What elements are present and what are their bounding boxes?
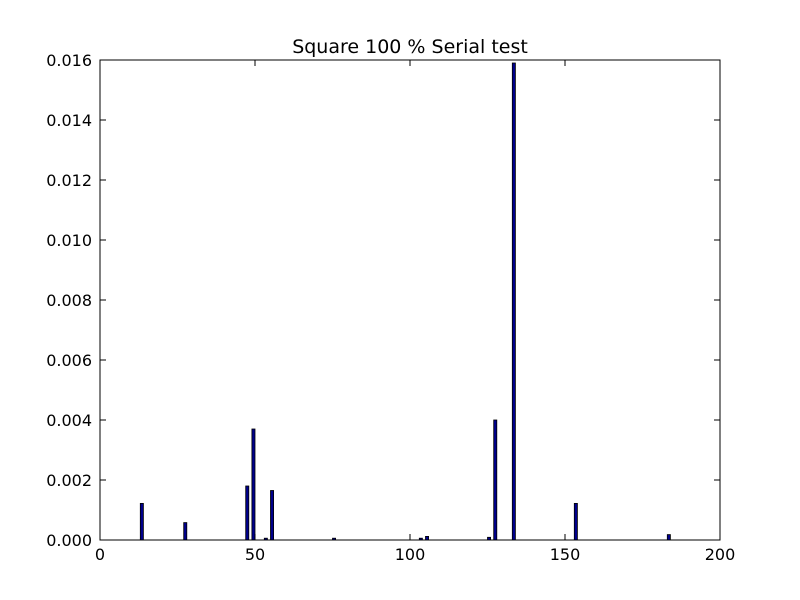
x-tick-label: 100	[395, 545, 426, 564]
y-tick-label: 0.016	[46, 51, 92, 70]
bar	[511, 62, 516, 541]
bar	[573, 502, 578, 541]
y-tick-label: 0.014	[46, 111, 92, 130]
bars-group	[139, 62, 671, 541]
x-tick-label: 50	[245, 545, 265, 564]
y-tick-label: 0.008	[46, 291, 92, 310]
bar	[666, 534, 671, 541]
bar	[425, 536, 429, 541]
chart-title: Square 100 % Serial test	[292, 36, 528, 58]
bar	[183, 522, 188, 541]
x-axis: 0 50 100 150 200	[95, 60, 735, 564]
plot-frame	[99, 59, 721, 541]
y-tick-label: 0.000	[46, 531, 92, 550]
y-tick-label: 0.002	[46, 471, 92, 490]
y-axis: 0.000 0.002 0.004 0.006 0.008 0.010 0.012 0.014…	[46, 51, 720, 550]
bar	[270, 490, 274, 541]
x-tick-label: 150	[550, 545, 581, 564]
y-tick-label: 0.006	[46, 351, 92, 370]
x-tick-label: 200	[705, 545, 736, 564]
bar	[245, 485, 250, 541]
bar	[493, 419, 498, 541]
y-tick-label: 0.010	[46, 231, 92, 250]
y-tick-label: 0.004	[46, 411, 92, 430]
bar	[251, 428, 256, 541]
bar	[139, 502, 144, 541]
y-tick-label: 0.012	[46, 171, 92, 190]
x-tick-label: 0	[95, 545, 105, 564]
